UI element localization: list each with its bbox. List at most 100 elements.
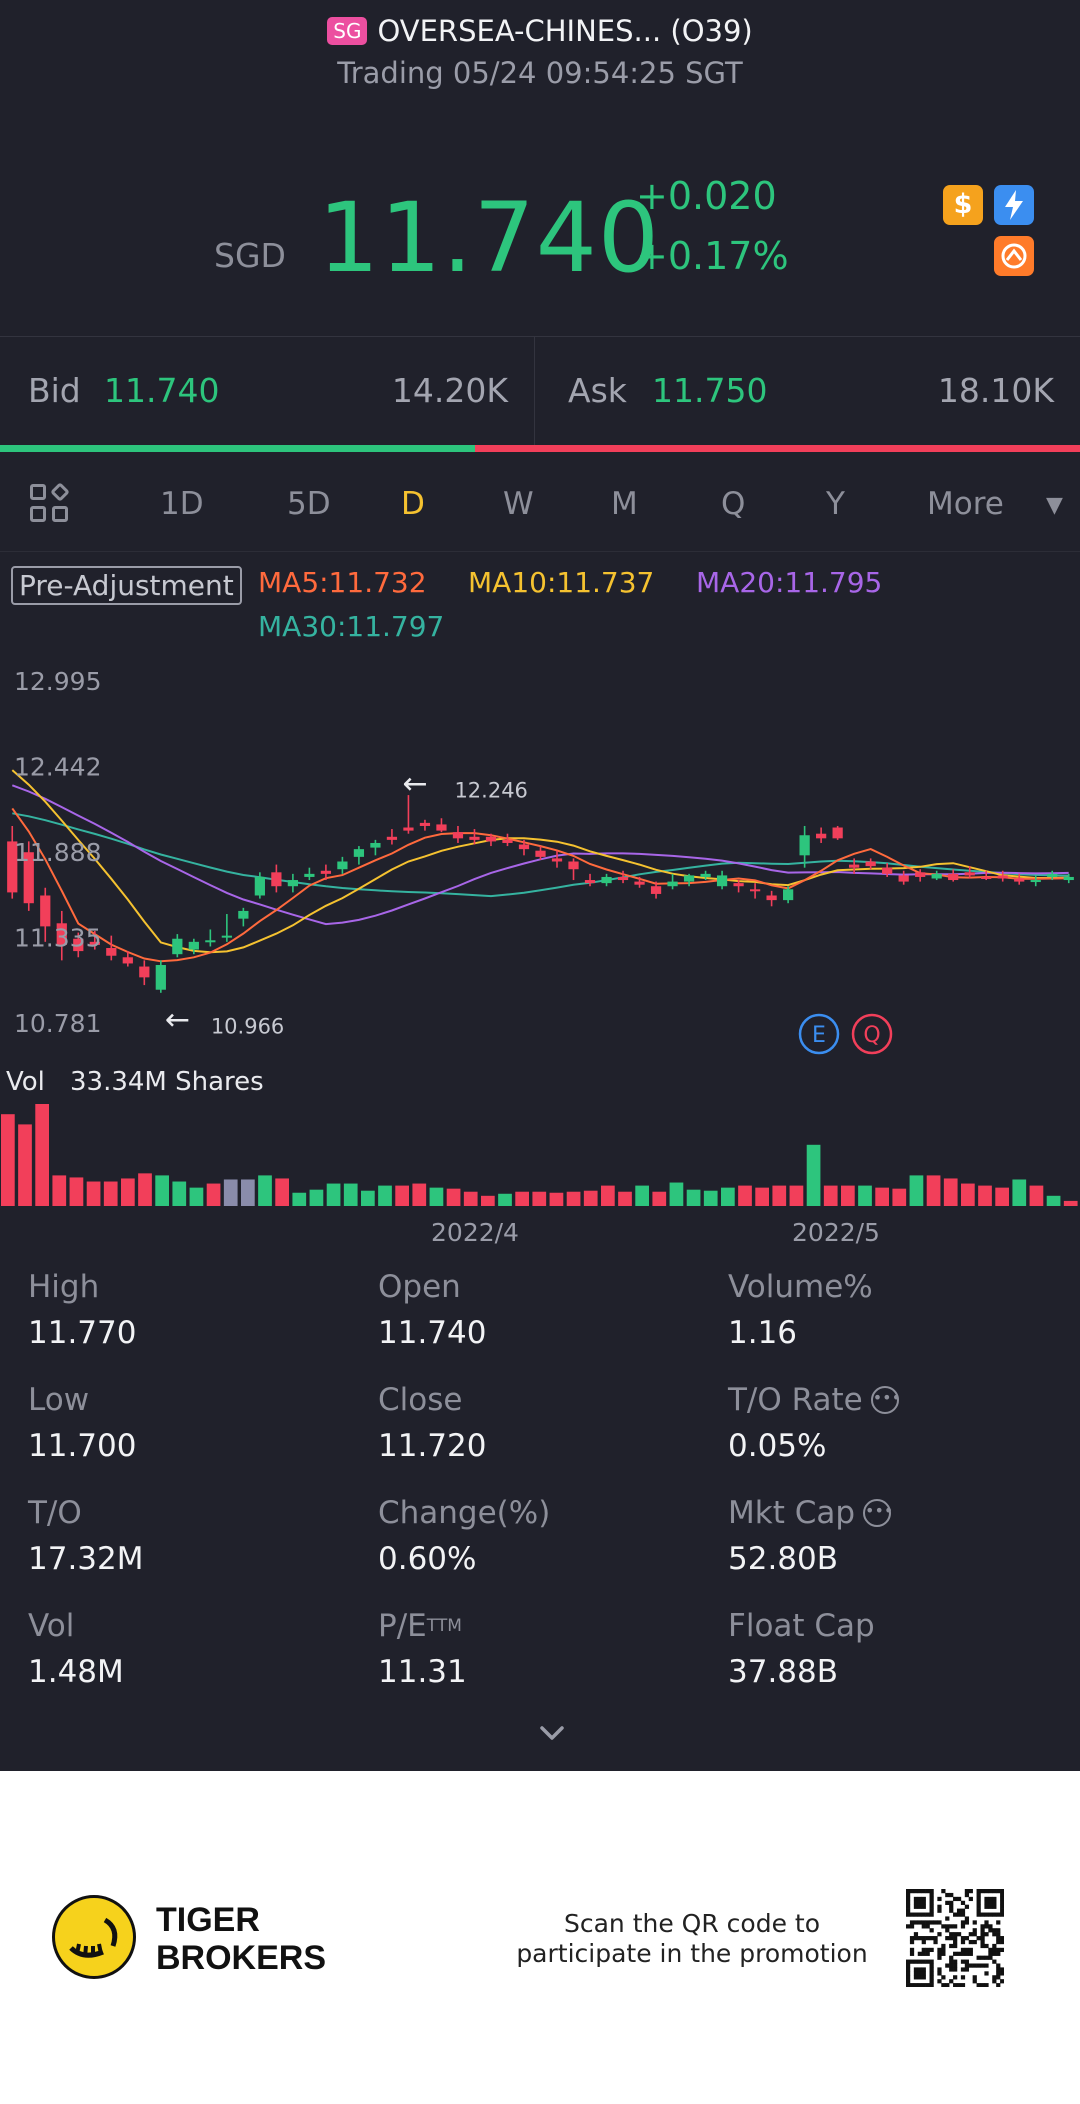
candle-body [155, 965, 166, 990]
ring-icon[interactable] [994, 236, 1034, 276]
stat-pe: P/E TTM 11.31 [378, 1608, 467, 1690]
kline-chart[interactable]: 12.995 12.442 11.888 11.335 10.781 ← 12.246 ← 10… [0, 660, 1080, 1250]
volume-bar [481, 1195, 495, 1206]
tab-5d[interactable]: 5D [287, 486, 331, 522]
qr-module [984, 1900, 989, 1905]
tab-month[interactable]: M [611, 486, 638, 522]
candle-body [172, 938, 183, 955]
volume-bar [618, 1191, 632, 1206]
stat-value: 17.32M [28, 1541, 144, 1577]
qr-module [921, 1896, 926, 1902]
candle-body [617, 876, 629, 881]
qr-module [964, 1920, 970, 1925]
candle-body [849, 864, 860, 868]
qr-module [980, 1943, 985, 1949]
qr-module [972, 1920, 977, 1925]
candle-body [634, 881, 645, 885]
more-info-icon[interactable]: ••• [870, 1386, 901, 1414]
qr-code[interactable] [906, 1889, 1005, 1988]
stat-value: 1.16 [728, 1315, 798, 1351]
x-tick-label: 2022/4 [431, 1218, 519, 1247]
qr-module [956, 1908, 962, 1913]
candle-body [370, 842, 381, 848]
ask-price: 11.750 [652, 371, 768, 410]
tab-quarter[interactable]: Q [721, 486, 746, 522]
qr-module [988, 1951, 993, 1956]
qr-module [968, 1951, 973, 1956]
layout-grid-icon[interactable] [30, 482, 70, 524]
qr-module [909, 1924, 915, 1929]
stats-grid: High 11.770 Open 11.740 Volume% 1.16 Low… [0, 1265, 1080, 1705]
qr-module [988, 1889, 993, 1894]
tab-day[interactable]: D [401, 486, 425, 522]
ma30-line [12, 812, 1069, 898]
volume-bar [86, 1181, 101, 1206]
qr-module [953, 1943, 958, 1949]
qr-module [917, 1959, 922, 1964]
tab-year[interactable]: Y [826, 486, 845, 522]
volume-bar [1046, 1195, 1061, 1206]
volume-bar [789, 1185, 804, 1206]
qr-module [945, 1924, 950, 1929]
stock-title[interactable]: OVERSEA-CHINES... (O39) [377, 14, 753, 48]
qr-module [921, 1975, 926, 1980]
volume-bar [583, 1190, 598, 1206]
candle-body [403, 827, 414, 831]
qr-module [980, 1963, 985, 1968]
volume-label: Vol [6, 1067, 45, 1097]
qr-module [996, 1932, 1001, 1937]
more-info-icon[interactable]: ••• [863, 1499, 893, 1527]
candle-body [122, 957, 133, 964]
tab-more[interactable]: More [927, 486, 1004, 522]
ma5-line [11, 807, 1069, 963]
qr-module [937, 1951, 942, 1956]
qr-module [988, 1896, 993, 1902]
qr-module [906, 1908, 911, 1913]
qr-module [945, 1900, 950, 1905]
qr-module [913, 1896, 919, 1902]
stat-label: Volume% [728, 1269, 873, 1305]
qr-module [992, 1912, 997, 1917]
promo-line-2: participate in the promotion [516, 1939, 868, 1968]
tab-1d[interactable]: 1D [160, 486, 204, 522]
qr-module [921, 1967, 926, 1972]
qr-module [960, 1936, 966, 1941]
bid-size: 14.20K [391, 371, 508, 410]
qr-module [909, 1951, 915, 1956]
volume-bar [806, 1144, 821, 1206]
volume-bar [326, 1183, 341, 1206]
qr-module [929, 1975, 934, 1980]
volume-bar [755, 1187, 769, 1206]
volume-bar [892, 1188, 907, 1206]
flash-icon[interactable] [994, 185, 1034, 225]
qr-module [972, 1932, 977, 1937]
brand-line-2: BROKERS [156, 1939, 327, 1977]
candle-body [502, 839, 513, 843]
qr-module [992, 1900, 997, 1905]
volume-bar [429, 1187, 444, 1206]
volume-bar [155, 1175, 169, 1206]
dollar-icon[interactable]: $ [943, 185, 983, 225]
qr-module [929, 1889, 934, 1894]
y-tick-label: 12.442 [14, 752, 101, 781]
chevron-down-icon[interactable] [534, 1718, 570, 1748]
volume-bar [241, 1179, 255, 1206]
pre-adjustment-button[interactable]: Pre-Adjustment [11, 566, 242, 605]
qr-module [941, 1951, 946, 1956]
qr-module [956, 1912, 962, 1917]
tab-week[interactable]: W [503, 486, 534, 522]
volume-bar [121, 1178, 135, 1206]
ma10-label: MA10:11.737 [468, 566, 655, 599]
qr-module [945, 1928, 950, 1933]
qr-module [980, 1939, 985, 1945]
qr-module [992, 1889, 997, 1894]
qr-module [913, 1983, 919, 1988]
stock-detail-screen: SG OVERSEA-CHINES... (O39) Trading 05/24… [0, 0, 1080, 1771]
kline-chart-svg[interactable]: 12.995 12.442 11.888 11.335 10.781 ← 12.246 ← 10… [0, 660, 1080, 1250]
qr-module [913, 1967, 919, 1972]
caret-down-icon[interactable]: ▼ [1046, 493, 1063, 518]
qr-module [929, 1936, 934, 1941]
qr-module [960, 1920, 966, 1925]
volume-bar [463, 1191, 478, 1206]
ma20-label: MA20:11.795 [696, 566, 883, 599]
